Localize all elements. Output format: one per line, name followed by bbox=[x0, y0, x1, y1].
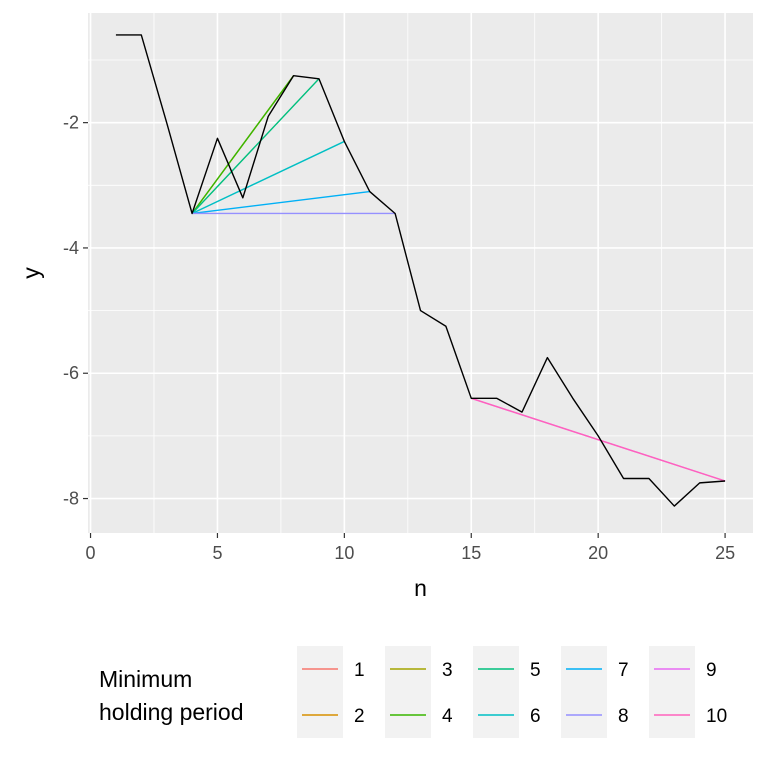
legend-label: 3 bbox=[442, 660, 453, 681]
grid-major bbox=[88, 13, 753, 533]
x-tick-label: 25 bbox=[715, 543, 735, 563]
base-series-line bbox=[115, 34, 726, 507]
legend-label: 8 bbox=[618, 706, 629, 727]
x-tick-label: 15 bbox=[461, 543, 481, 563]
x-tick-label: 0 bbox=[86, 543, 96, 563]
series-line-4 bbox=[191, 75, 295, 214]
legend-label: 2 bbox=[354, 706, 365, 727]
y-axis-title: y bbox=[18, 267, 44, 279]
legend-label: 10 bbox=[706, 706, 727, 727]
legend-title: Minimum holding period bbox=[99, 666, 244, 725]
plot-panel bbox=[88, 13, 753, 533]
legend-label: 6 bbox=[530, 706, 541, 727]
y-tick-label: -6 bbox=[63, 363, 79, 383]
series-line-7 bbox=[191, 190, 370, 215]
y-tick-label: -2 bbox=[63, 113, 79, 133]
axes-layer: 0 5 10 15 20 25 -8 -6 -4 -2 n y bbox=[18, 113, 735, 601]
legend-label: 9 bbox=[706, 660, 717, 681]
legend-label: 7 bbox=[618, 660, 629, 681]
legend-label: 1 bbox=[354, 660, 365, 681]
grid-minor bbox=[88, 13, 753, 533]
legend: Minimum holding period 1 2 3 4 5 6 7 8 9 10 bbox=[99, 646, 727, 738]
series-line-10 bbox=[471, 397, 726, 482]
series-layer bbox=[191, 75, 726, 482]
x-tick-label: 5 bbox=[212, 543, 222, 563]
y-tick-label: -8 bbox=[63, 489, 79, 509]
y-tick-label: -4 bbox=[63, 238, 79, 258]
legend-label: 4 bbox=[442, 706, 453, 727]
x-tick-label: 20 bbox=[588, 543, 608, 563]
base-series-layer bbox=[115, 34, 726, 507]
x-tick-label: 10 bbox=[334, 543, 354, 563]
series-line-5 bbox=[191, 78, 320, 214]
x-axis-title: n bbox=[414, 575, 427, 601]
series-line-6 bbox=[191, 140, 345, 215]
legend-label: 5 bbox=[530, 660, 541, 681]
